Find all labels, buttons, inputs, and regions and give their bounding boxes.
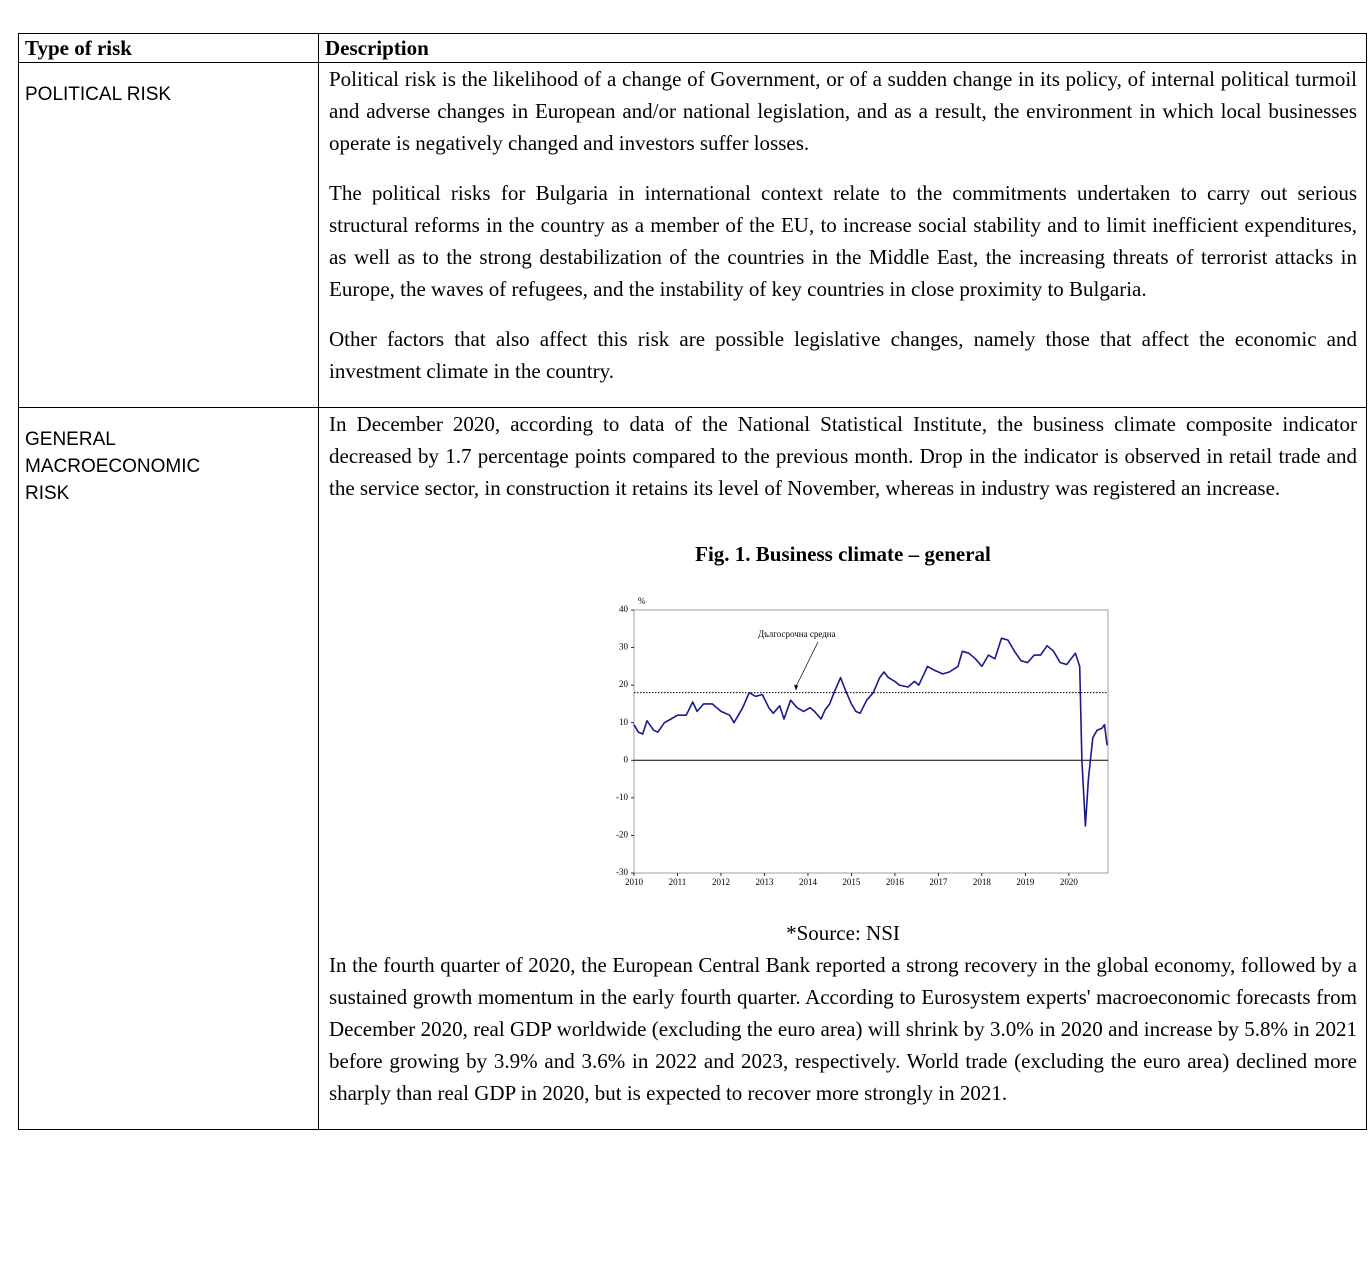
source: *Source: NSI [786, 921, 900, 945]
plot-frame [633, 609, 1109, 874]
y-tick-label: 0 [624, 754, 629, 764]
description: Political risk is the likelihood of a ch… [318, 62, 1367, 408]
x-tick-label: 2018 [973, 877, 992, 887]
annotation-arrow [795, 641, 819, 687]
x-tick-label: 2017 [929, 877, 948, 887]
label-text: POLITICAL RISK [25, 84, 172, 105]
row: POLITICAL RISK Political risk is the lik… [18, 62, 1367, 408]
arrow-head [794, 684, 798, 691]
figure: % -30 -20 -10 0 10 20 30 40 2010 2011 2012 2013 2014 2… [329, 590, 1357, 899]
chart: % -30 -20 -10 0 10 20 30 40 2010 2011 2012 2013 2014 2… [616, 596, 1109, 887]
paragraph: Political risk is the likelihood of a ch… [329, 67, 1357, 155]
annotation: Дългосрочна средна [758, 629, 836, 639]
y-tick-label: -30 [616, 867, 628, 877]
risk-table: Type of risk Description POLITICAL RISK … [18, 33, 1367, 1130]
y-tick-label: 10 [619, 717, 629, 727]
y-axis-label: % [638, 596, 646, 606]
x-tick-label: 2011 [669, 877, 687, 887]
y-tick-label: 30 [619, 642, 629, 652]
header-cell: Description [318, 33, 1367, 63]
header-row: Type of risk Description [18, 33, 1367, 63]
label-text: GENERAL MACROECONOMIC RISK [25, 429, 201, 504]
figure-title: Fig. 1. Business climate – general [695, 542, 991, 566]
paragraph: Other factors that also affect this risk… [329, 327, 1357, 383]
x-tick-label: 2020 [1060, 877, 1079, 887]
paragraph: The political risks for Bulgaria in inte… [329, 181, 1357, 301]
x-tick-label: 2016 [886, 877, 905, 887]
y-tick-label: 20 [619, 679, 629, 689]
paragraph: In the fourth quarter of 2020, the Europ… [329, 953, 1357, 1105]
x-tick-label: 2010 [625, 877, 644, 887]
row: GENERAL MACROECONOMIC RISK In December 2… [18, 407, 1367, 1130]
x-tick-label: 2013 [755, 877, 774, 887]
series-line [633, 637, 1108, 827]
description: In December 2020, according to data of t… [318, 407, 1367, 1130]
x-tick-label: 2015 [842, 877, 861, 887]
y-tick-label: -20 [616, 829, 628, 839]
y-tick-label: -10 [616, 792, 628, 802]
paragraph: In December 2020, according to data of t… [329, 412, 1357, 500]
x-tick-label: 2014 [799, 877, 818, 887]
x-tick-label: 2012 [712, 877, 730, 887]
risk-label: POLITICAL RISK [18, 62, 319, 408]
x-tick-label: 2019 [1016, 877, 1035, 887]
risk-label: GENERAL MACROECONOMIC RISK [18, 407, 319, 1130]
y-tick-label: 40 [619, 604, 629, 614]
header-cell: Type of risk [18, 33, 319, 63]
